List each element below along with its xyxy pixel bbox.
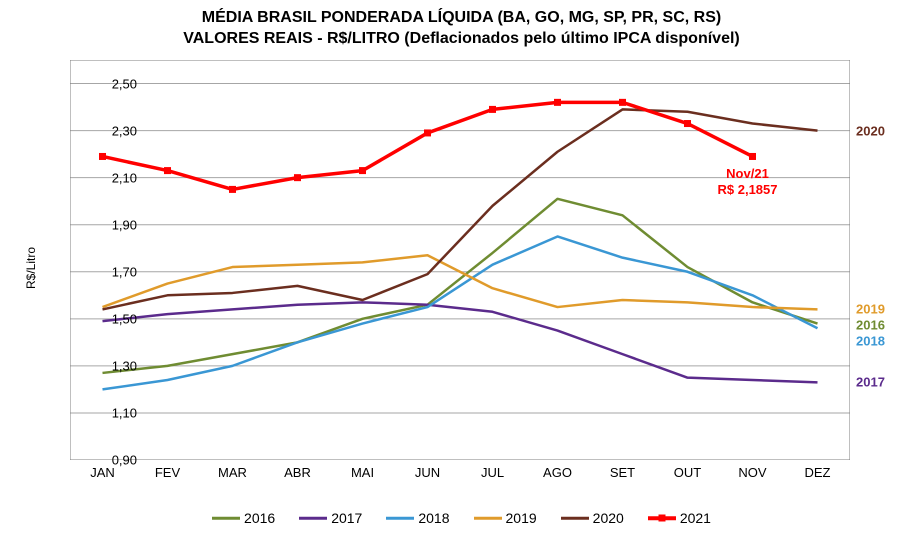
- chart-container: MÉDIA BRASIL PONDERADA LÍQUIDA (BA, GO, …: [0, 0, 923, 535]
- y-tick-label: 1,30: [77, 358, 137, 373]
- series-marker-2021: [294, 174, 301, 181]
- legend-label-2016: 2016: [244, 510, 275, 526]
- x-tick-label: OUT: [655, 465, 720, 480]
- x-tick-label: AGO: [525, 465, 590, 480]
- legend-label-2018: 2018: [418, 510, 449, 526]
- y-tick-label: 2,50: [77, 76, 137, 91]
- legend-swatch-2020: [561, 512, 589, 524]
- legend-item-2019: 2019: [474, 510, 537, 526]
- series-end-label-2018: 2018: [856, 334, 885, 349]
- legend-label-2017: 2017: [331, 510, 362, 526]
- x-tick-label: FEV: [135, 465, 200, 480]
- y-tick-label: 2,10: [77, 170, 137, 185]
- x-tick-label: DEZ: [785, 465, 850, 480]
- series-line-2021: [103, 102, 753, 189]
- series-marker-2021: [229, 186, 236, 193]
- y-tick-label: 1,10: [77, 405, 137, 420]
- x-tick-label: NOV: [720, 465, 785, 480]
- legend-swatch-2018: [386, 512, 414, 524]
- chart-title: MÉDIA BRASIL PONDERADA LÍQUIDA (BA, GO, …: [0, 8, 923, 50]
- y-axis-label: R$/Litro: [24, 246, 38, 288]
- y-tick-label: 1,90: [77, 217, 137, 232]
- series-marker-2021: [489, 106, 496, 113]
- legend-item-2018: 2018: [386, 510, 449, 526]
- x-tick-label: SET: [590, 465, 655, 480]
- legend-label-2019: 2019: [506, 510, 537, 526]
- title-line-1: MÉDIA BRASIL PONDERADA LÍQUIDA (BA, GO, …: [202, 9, 721, 26]
- series-end-label-2020: 2020: [856, 123, 885, 138]
- y-tick-label: 1,70: [77, 264, 137, 279]
- x-tick-label: MAR: [200, 465, 265, 480]
- x-tick-label: JAN: [70, 465, 135, 480]
- legend-swatch-2016: [212, 512, 240, 524]
- series-end-label-2017: 2017: [856, 375, 885, 390]
- title-line-2: VALORES REAIS - R$/LITRO (Deflacionados …: [183, 30, 740, 47]
- series-marker-2021: [164, 167, 171, 174]
- legend-swatch-2021: [648, 512, 676, 524]
- callout-line-2: R$ 2,1857: [718, 182, 778, 197]
- series-line-2018: [103, 236, 818, 389]
- x-tick-label: ABR: [265, 465, 330, 480]
- legend-item-2020: 2020: [561, 510, 624, 526]
- legend-item-2021: 2021: [648, 510, 711, 526]
- legend-item-2016: 2016: [212, 510, 275, 526]
- series-marker-2021: [684, 120, 691, 127]
- legend-label-2021: 2021: [680, 510, 711, 526]
- x-tick-label: JUN: [395, 465, 460, 480]
- callout-line-1: Nov/21: [726, 166, 769, 181]
- legend-label-2020: 2020: [593, 510, 624, 526]
- plot-svg: [70, 60, 850, 460]
- legend: 2016 2017 2018 2019 2020 2021: [0, 510, 923, 527]
- series-marker-2021: [359, 167, 366, 174]
- series-line-2019: [103, 255, 818, 309]
- x-tick-label: JUL: [460, 465, 525, 480]
- callout-label: Nov/21 R$ 2,1857: [718, 166, 778, 197]
- series-marker-2021: [554, 99, 561, 106]
- series-marker-2021: [619, 99, 626, 106]
- legend-swatch-2017: [299, 512, 327, 524]
- series-marker-2021: [99, 153, 106, 160]
- series-end-label-2016: 2016: [856, 318, 885, 333]
- plot-area: [70, 60, 850, 460]
- y-tick-label: 2,30: [77, 123, 137, 138]
- x-tick-label: MAI: [330, 465, 395, 480]
- series-end-label-2019: 2019: [856, 302, 885, 317]
- legend-item-2017: 2017: [299, 510, 362, 526]
- series-marker-2021: [749, 153, 756, 160]
- legend-swatch-2019: [474, 512, 502, 524]
- series-marker-2021: [424, 129, 431, 136]
- y-tick-label: 1,50: [77, 311, 137, 326]
